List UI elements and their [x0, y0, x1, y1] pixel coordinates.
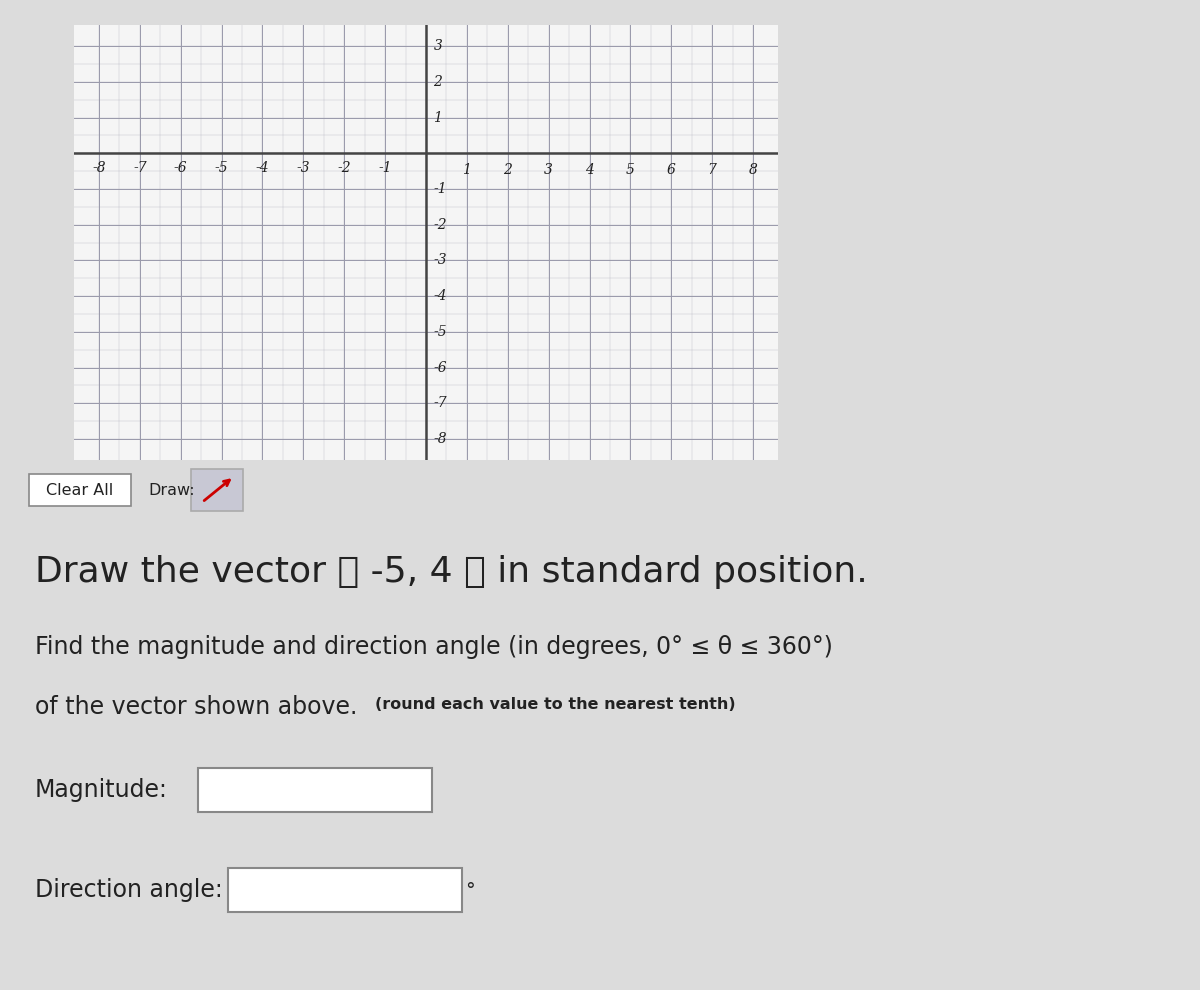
- Text: 4: 4: [586, 163, 594, 177]
- Text: Direction angle:: Direction angle:: [35, 878, 223, 902]
- Text: 5: 5: [626, 163, 635, 177]
- Text: -6: -6: [174, 161, 187, 175]
- Text: °: °: [466, 881, 475, 900]
- Text: -7: -7: [433, 396, 446, 410]
- Text: -8: -8: [433, 432, 446, 446]
- Text: -8: -8: [92, 161, 106, 175]
- Text: 2: 2: [433, 75, 443, 89]
- Text: -5: -5: [215, 161, 228, 175]
- Text: -7: -7: [133, 161, 146, 175]
- Text: -2: -2: [337, 161, 352, 175]
- Text: 1: 1: [462, 163, 472, 177]
- FancyBboxPatch shape: [228, 868, 462, 913]
- Text: 2: 2: [503, 163, 512, 177]
- Text: Magnitude:: Magnitude:: [35, 778, 168, 802]
- Text: 3: 3: [545, 163, 553, 177]
- Text: 1: 1: [433, 111, 443, 125]
- Text: Draw the vector 〈 -5, 4 〉 in standard position.: Draw the vector 〈 -5, 4 〉 in standard po…: [35, 555, 868, 589]
- Text: 3: 3: [433, 40, 443, 53]
- Text: -6: -6: [433, 360, 446, 374]
- Text: -5: -5: [433, 325, 446, 339]
- Text: -3: -3: [433, 253, 446, 267]
- FancyBboxPatch shape: [29, 474, 131, 506]
- Text: -1: -1: [378, 161, 392, 175]
- Text: (round each value to the nearest tenth): (round each value to the nearest tenth): [374, 697, 736, 713]
- Text: -3: -3: [296, 161, 310, 175]
- Text: -2: -2: [433, 218, 446, 232]
- Text: 6: 6: [667, 163, 676, 177]
- Text: of the vector shown above.: of the vector shown above.: [35, 695, 358, 720]
- FancyBboxPatch shape: [191, 469, 242, 512]
- Text: Draw:: Draw:: [148, 483, 194, 498]
- Text: Clear All: Clear All: [47, 483, 114, 498]
- Text: -4: -4: [256, 161, 269, 175]
- Text: -4: -4: [433, 289, 446, 303]
- Text: 8: 8: [749, 163, 757, 177]
- Text: 7: 7: [708, 163, 716, 177]
- Text: -1: -1: [433, 182, 446, 196]
- Text: Find the magnitude and direction angle (in degrees, 0° ≤ θ ≤ 360°): Find the magnitude and direction angle (…: [35, 636, 833, 659]
- FancyBboxPatch shape: [198, 768, 432, 813]
